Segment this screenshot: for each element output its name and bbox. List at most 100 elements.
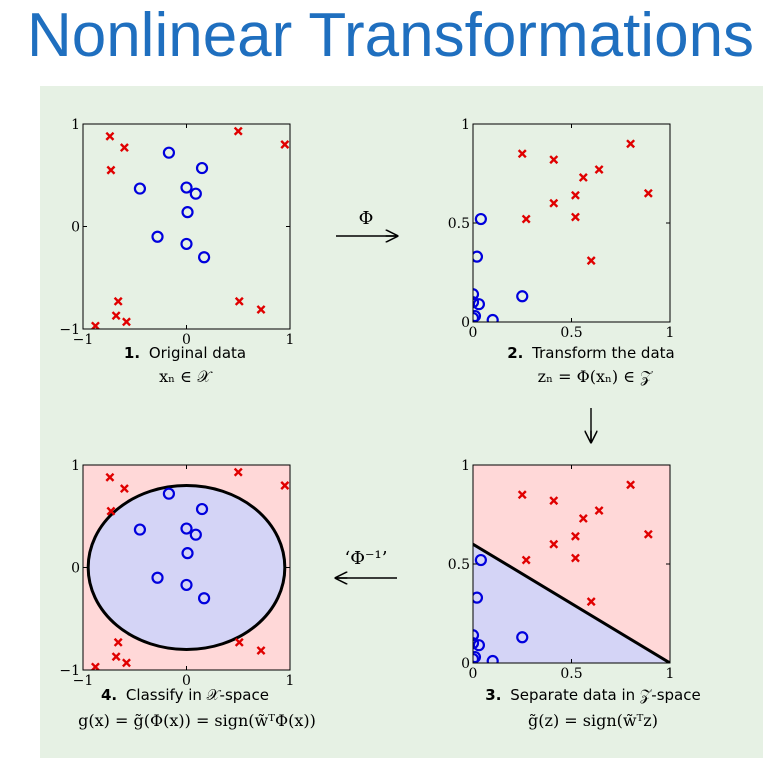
circle-point [473,591,484,604]
caption-formula: g(x) = g̃(Φ(x)) = sign(w̃ᵀΦ(x)) [78,711,316,730]
plot-area [90,126,290,329]
circle-point [133,523,147,536]
cross-point [280,481,290,490]
caption-text: Separate data in 𝒵-space [510,686,701,704]
circle-point [151,230,164,243]
cross-point [106,165,116,175]
caption-text: Original data [149,344,246,362]
cross-point [594,165,604,174]
caption-separate: 3. Separate data in 𝒵-space g̃(z) = sign… [485,686,700,730]
cross-point [521,555,531,565]
cross-point [626,139,636,149]
cross-point [111,311,121,321]
plot-area [86,467,290,670]
cross-point [586,256,596,266]
page-title: Nonlinear Transformations [26,1,755,70]
circle-point [162,487,176,500]
cross-point [578,173,588,182]
circle-point [197,251,211,264]
circle-point [151,571,164,584]
x-tick-label: −1 [73,332,94,348]
plot-background [473,124,670,322]
cross-point [122,317,131,327]
circle-point [473,652,480,663]
cross-point [549,539,559,549]
caption-text: Transform the data [531,344,675,362]
y-tick-label: 1 [461,117,470,133]
circle-point [516,631,529,644]
circle-point [486,313,499,322]
y-tick-label: −1 [59,663,80,679]
cross-point [119,484,129,494]
circle-point [474,212,487,226]
circle-point [133,182,147,195]
caption-classify: 4. Classify in 𝒳-space g(x) = g̃(Φ(x)) =… [78,686,316,730]
plot-classify-data: −1 0 1 1 0 −1 [59,458,294,689]
cross-point [119,143,129,153]
cross-point [570,531,580,541]
svg-text:1. Original data: 1. Original data [124,344,246,362]
phi-inverse-arrow: ‘Φ⁻¹’ [336,548,397,578]
cross-point [570,553,580,563]
circle-point [181,206,194,219]
circle-point [195,502,209,516]
caption-formula: zₙ = Φ(xₙ) ∈ 𝒵 [538,367,653,386]
cross-point [643,188,653,198]
x-tick-label: 1 [286,332,295,348]
circle-point [189,187,202,200]
y-tick-label: 0 [461,656,470,672]
cross-point [517,149,527,159]
cross-point [233,467,243,477]
plot-original-data: −1 0 1 1 0 −1 [59,117,294,348]
caption-formula: xₙ ∈ 𝒳 [159,367,213,386]
cross-point [113,296,123,306]
circle-point [473,650,482,663]
circle-point [516,290,529,303]
x-tick-label: 0 [469,325,478,341]
cross-point [233,126,243,136]
circle-point [474,553,487,567]
caption-transformed: 2. Transform the data zₙ = Φ(xₙ) ∈ 𝒵 [507,344,674,386]
x-tick-label: 0.5 [560,666,582,682]
svg-text:2. Transform the data: 2. Transform the data [507,344,674,362]
cross-point [594,506,604,515]
x-tick-label: 1 [666,666,675,682]
y-tick-label: 0 [71,220,80,236]
circle-point [473,309,482,322]
cross-point [105,131,115,141]
svg-text:3. Separate data in 𝒵: 3. Separate data in 𝒵-space [485,686,700,704]
cross-point [234,296,244,306]
plot-area [473,480,670,663]
cross-point [578,514,588,523]
plot-area [473,139,653,322]
cross-point [90,662,100,670]
y-tick-label: 0 [461,315,470,331]
y-tick-label: 0.5 [448,216,470,232]
cross-point [570,190,580,200]
y-tick-label: 1 [71,117,80,133]
x-tick-label: 0 [182,673,191,689]
cross-point [549,496,559,506]
x-tick-label: 1 [666,325,675,341]
plot-transformed-data: 0 0.5 1 1 0.5 0 [448,117,675,341]
cross-point [113,637,123,647]
circle-point [180,237,193,251]
cross-point [643,529,653,539]
caption-original: 1. Original data xₙ ∈ 𝒳 [124,344,246,386]
plot-background [83,124,290,329]
circle-point [473,288,480,301]
circle-point [486,654,499,663]
cross-point [521,214,531,224]
decision-boundary-line [473,542,670,663]
cross-point [105,472,115,482]
cross-point [122,658,131,668]
y-tick-label: −1 [59,322,80,338]
x-tick-label: 0 [182,332,191,348]
cross-point [280,140,290,149]
cross-point [570,212,580,222]
caption-number: 3. [485,686,501,704]
circle-point [473,629,480,642]
y-tick-label: 0 [71,561,80,577]
circle-point [180,522,193,535]
cross-point [234,637,244,647]
